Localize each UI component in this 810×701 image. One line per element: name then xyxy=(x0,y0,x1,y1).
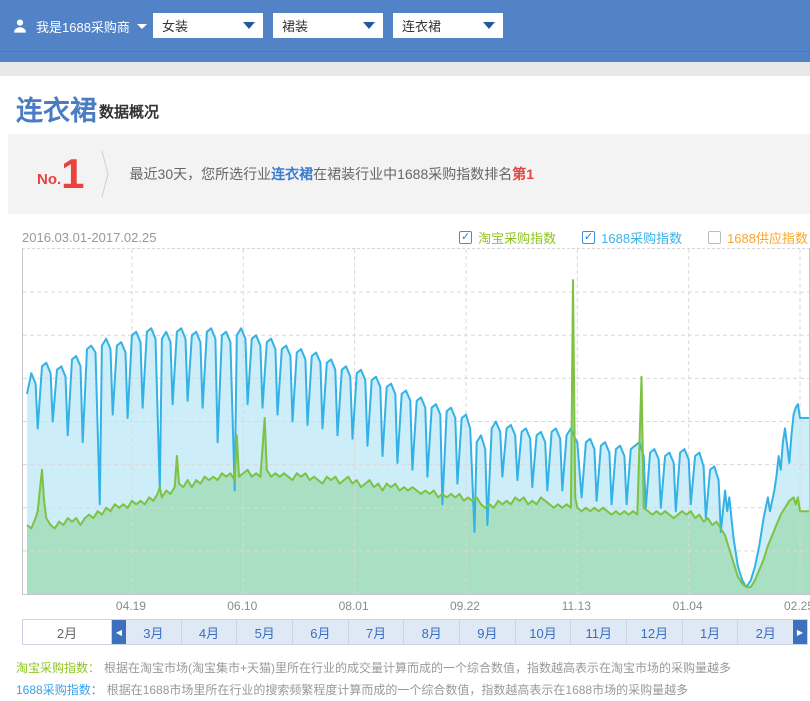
header-divider-strip xyxy=(0,62,810,76)
rank-description: 最近30天，您所选行业连衣裙在裙装行业中1688采购指数排名第1 xyxy=(130,164,535,184)
month-cell-3月[interactable]: 3月 xyxy=(126,620,182,644)
user-icon xyxy=(12,18,28,34)
x-tick-label-02.25: 02.25 xyxy=(784,599,810,613)
x-tick-label-11.13: 11.13 xyxy=(562,599,591,613)
definition-label: 淘宝采购指数： xyxy=(16,661,100,675)
category-select-2[interactable]: 裙装 xyxy=(273,13,383,38)
rank-text-rank: 第1 xyxy=(512,166,534,182)
month-cell-8月[interactable]: 8月 xyxy=(404,620,460,644)
user-menu-label: 我是1688采购商 xyxy=(36,17,130,36)
month-next-button[interactable]: ▶ xyxy=(793,620,807,644)
legend-item-label: 淘宝采购指数 xyxy=(478,228,556,247)
month-cell-2月[interactable]: 2月 xyxy=(738,620,793,644)
chevron-divider xyxy=(101,150,110,198)
checkbox-checked-icon[interactable]: ✓ xyxy=(459,231,472,244)
page-title: 连衣裙 数据概况 xyxy=(16,94,810,124)
chevron-down-icon xyxy=(363,22,375,29)
rank-banner: No. 1 最近30天，您所选行业连衣裙在裙装行业中1688采购指数排名第1 xyxy=(8,134,810,214)
chart-date-range: 2016.03.01-2017.02.25 xyxy=(22,230,156,245)
rank-text-before: 最近30天，您所选行业 xyxy=(130,166,272,182)
page-title-keyword: 连衣裙 xyxy=(16,98,97,124)
chevron-down-icon xyxy=(483,22,495,29)
month-prev-button[interactable]: ◀ xyxy=(112,620,126,644)
x-tick-label-09.22: 09.22 xyxy=(450,599,480,613)
x-tick-label-08.01: 08.01 xyxy=(339,599,369,613)
month-cell-7月[interactable]: 7月 xyxy=(349,620,405,644)
definition-text: 根据在1688市场里所在行业的搜索频繁程度计算而成的一个综合数值，指数越高表示在… xyxy=(107,683,688,697)
index-trend-chart xyxy=(23,249,809,594)
category-select-3-value: 连衣裙 xyxy=(402,16,441,35)
page-title-suffix: 数据概况 xyxy=(99,101,159,124)
index-definition-0: 淘宝采购指数： 根据在淘宝市场(淘宝集市+天猫)里所在行业的成交量计算而成的一个综… xyxy=(16,657,810,679)
rank-no-label: No. xyxy=(37,171,61,192)
rank-text-keyword: 连衣裙 xyxy=(271,166,313,182)
month-cell-10月[interactable]: 10月 xyxy=(516,620,572,644)
index-definition-1: 1688采购指数： 根据在1688市场里所在行业的搜索频繁程度计算而成的一个综合数… xyxy=(16,679,810,701)
rank-number: No. 1 xyxy=(37,156,85,192)
x-tick-label-01.04: 01.04 xyxy=(673,599,703,613)
legend-item-2[interactable]: 1688供应指数 xyxy=(708,228,808,247)
definition-label: 1688采购指数： xyxy=(16,683,103,697)
month-cell-5月[interactable]: 5月 xyxy=(237,620,293,644)
index-definitions: 淘宝采购指数： 根据在淘宝市场(淘宝集市+天猫)里所在行业的成交量计算而成的一个综… xyxy=(16,657,810,701)
month-cell-4月[interactable]: 4月 xyxy=(182,620,238,644)
checkbox-checked-icon[interactable]: ✓ xyxy=(582,231,595,244)
chart-plot-area xyxy=(22,248,810,595)
legend-item-label: 1688采购指数 xyxy=(601,228,682,247)
rank-value: 1 xyxy=(61,156,84,192)
month-cell-12月[interactable]: 12月 xyxy=(627,620,683,644)
legend-item-0[interactable]: ✓ 淘宝采购指数 xyxy=(459,228,556,247)
month-cell-list: 3月4月5月6月7月8月9月10月11月12月1月2月 xyxy=(126,620,793,644)
user-menu[interactable]: 我是1688采购商 xyxy=(12,13,147,39)
legend-item-label: 1688供应指数 xyxy=(727,228,808,247)
month-cell-9月[interactable]: 9月 xyxy=(460,620,516,644)
month-cell-11月[interactable]: 11月 xyxy=(571,620,627,644)
chevron-down-icon xyxy=(243,22,255,29)
top-header-bar: 我是1688采购商 女装 裙装 连衣裙 xyxy=(0,0,810,62)
month-current-value: 2月 xyxy=(23,620,112,644)
checkbox-unchecked-icon[interactable] xyxy=(708,231,721,244)
month-cell-6月[interactable]: 6月 xyxy=(293,620,349,644)
category-select-2-value: 裙装 xyxy=(282,16,308,35)
rank-text-middle: 在裙装行业中1688采购指数排名 xyxy=(313,166,512,182)
chart-x-axis-labels: 04.19 06.10 08.01 09.22 11.13 01.04 02.25 xyxy=(22,595,808,617)
x-tick-label-04.19: 04.19 xyxy=(116,599,146,613)
category-select-1[interactable]: 女装 xyxy=(153,13,263,38)
category-select-1-value: 女装 xyxy=(162,16,188,35)
x-tick-label-06.10: 06.10 xyxy=(227,599,257,613)
legend-item-1[interactable]: ✓ 1688采购指数 xyxy=(582,228,682,247)
month-cell-1月[interactable]: 1月 xyxy=(683,620,739,644)
month-pager: 2月 ◀ 3月4月5月6月7月8月9月10月11月12月1月2月 ▶ xyxy=(22,619,808,645)
chart-legend: ✓ 淘宝采购指数 ✓ 1688采购指数 1688供应指数 xyxy=(433,228,808,247)
definition-text: 根据在淘宝市场(淘宝集市+天猫)里所在行业的成交量计算而成的一个综合数值，指数越… xyxy=(104,661,731,675)
category-select-3[interactable]: 连衣裙 xyxy=(393,13,503,38)
chevron-down-icon xyxy=(137,24,147,29)
